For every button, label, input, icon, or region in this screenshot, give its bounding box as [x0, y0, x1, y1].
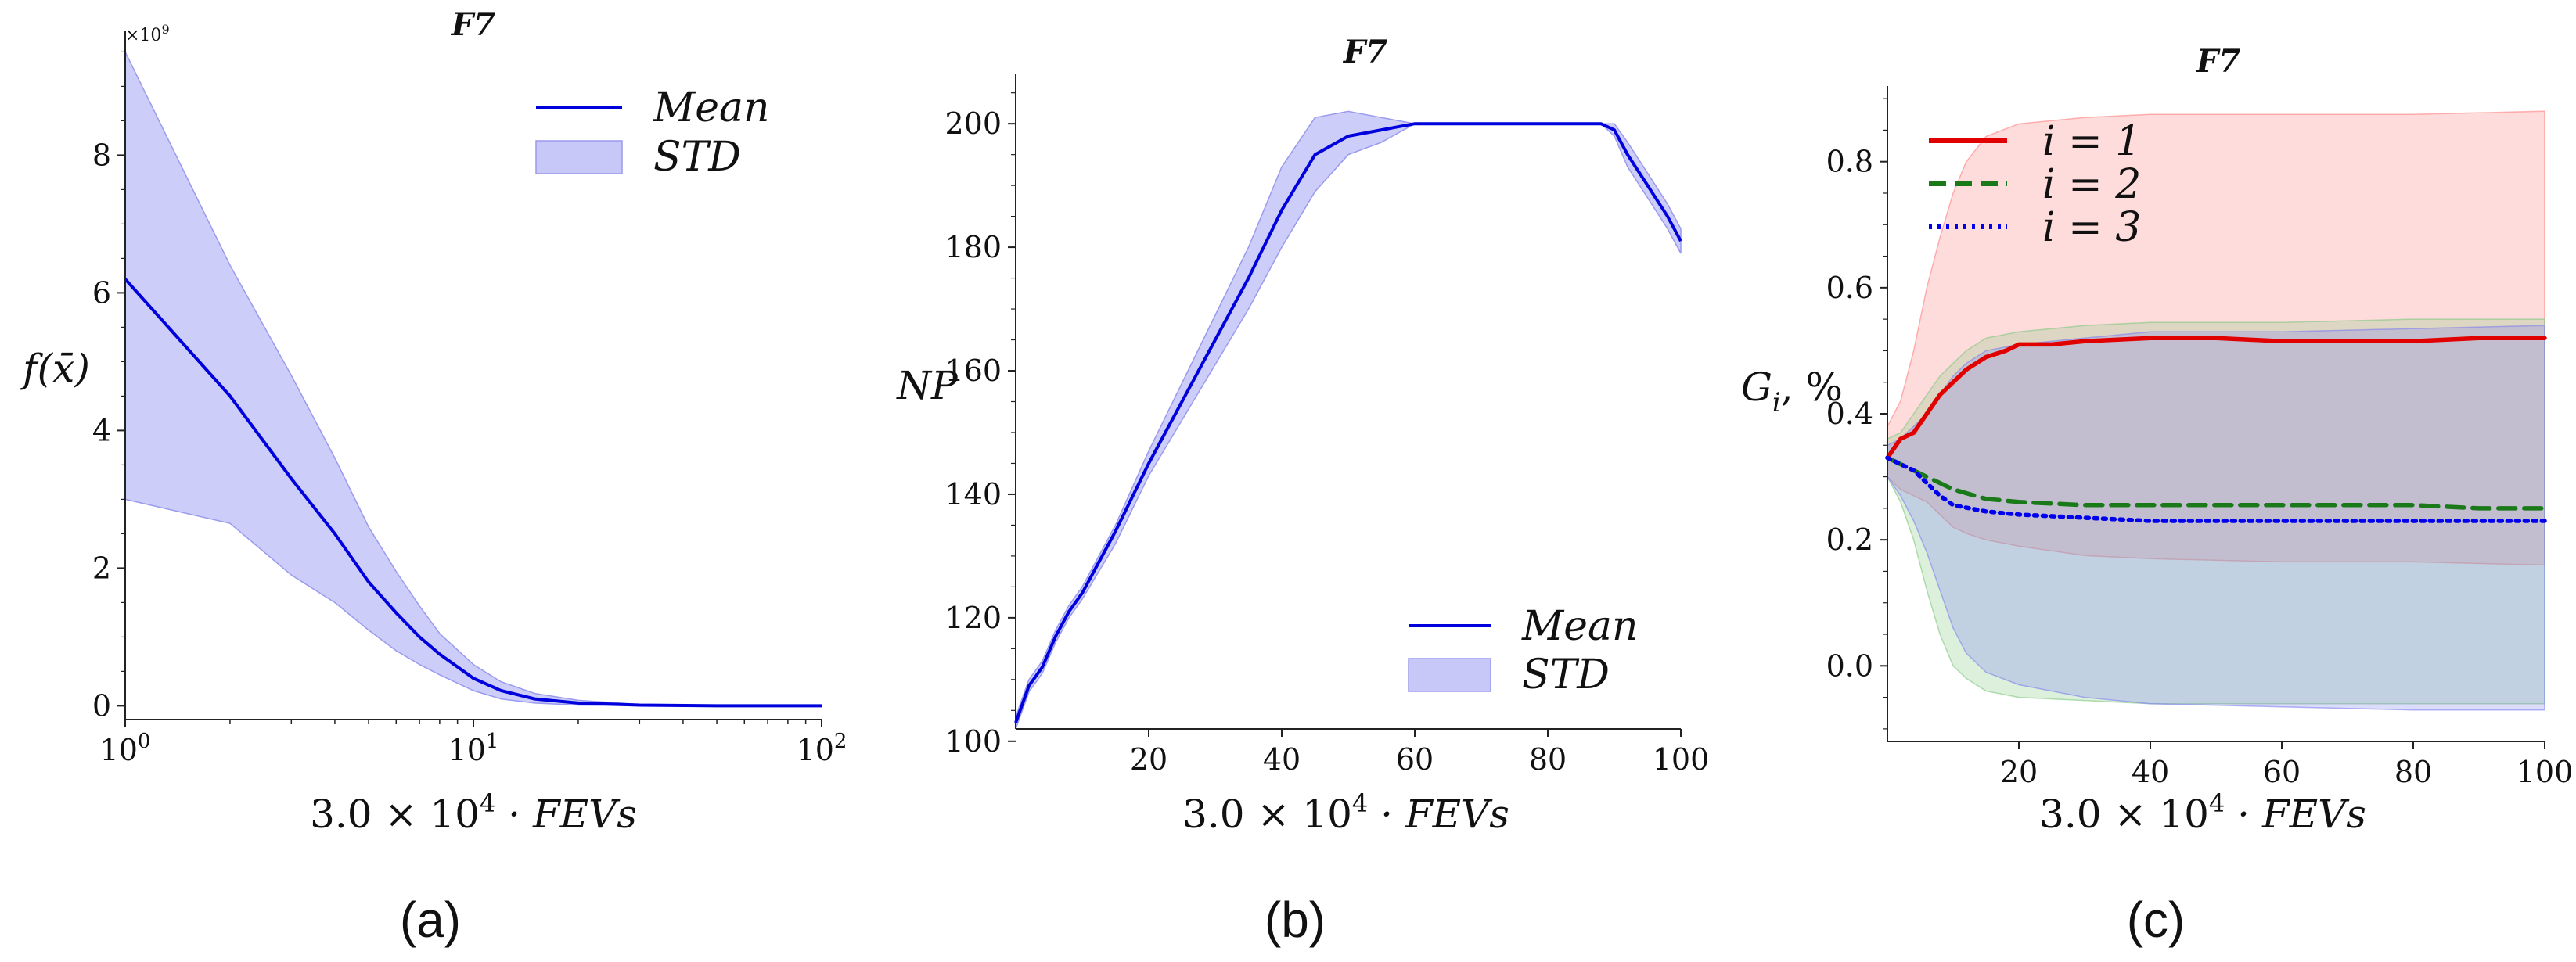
chart-c-y-label: Gi, %	[1741, 364, 1843, 418]
legend-std-swatch	[1408, 658, 1491, 692]
x-tick-label: 101	[448, 730, 499, 767]
panel-label-c: (c)	[2127, 892, 2186, 948]
chart-b-legend: Mean STD	[1408, 603, 1639, 698]
y-tick-label: 4	[92, 413, 111, 447]
chart-a-y-multiplier: ×109	[125, 22, 170, 45]
y-tick-label: 0.8	[1826, 145, 1873, 179]
x-tick-label: 80	[2394, 755, 2432, 789]
y-tick-label: 180	[944, 230, 1002, 264]
panel-label-b: (b)	[1265, 892, 1326, 948]
legend-i2-label: i = 2	[2042, 161, 2141, 208]
legend-mean-label: Mean	[1521, 603, 1639, 650]
y-tick-label: 140	[944, 477, 1002, 512]
chart-c-legend: i = 1 i = 2 i = 3	[1929, 118, 2141, 251]
x-tick-label: 60	[1396, 742, 1434, 777]
x-tick-label: 100	[100, 730, 151, 767]
series-line-3	[1885, 455, 2547, 523]
legend-std-swatch	[535, 140, 623, 174]
x-tick-label: 20	[2000, 755, 2038, 789]
x-tick-label: 102	[797, 730, 847, 767]
y-tick-label: 6	[92, 275, 111, 310]
chart-a-y-label: f(x̄)	[20, 346, 90, 391]
chart-b-title: F7	[1343, 34, 1387, 70]
std-band-3	[1887, 325, 2545, 711]
chart-a: 0 2 4 6 8 100 101 102 F7 ×109 f(x̄) 3.0 × 104 ·…	[20, 6, 847, 948]
chart-c-title: F7	[2196, 43, 2240, 80]
chart-a-x-label: 3.0 × 104 · FEVs	[310, 788, 637, 837]
legend-i3-label: i = 3	[2042, 204, 2141, 251]
y-tick-label: 8	[92, 138, 111, 172]
legend-std-label: STD	[1522, 652, 1610, 698]
legend-std-label: STD	[653, 134, 741, 181]
chart-c-x-label: 3.0 × 104 · FEVs	[2039, 788, 2366, 837]
chart-b: 100 120 140 160 180 200 20 40 60 80 100 F7 NP 3.0 …	[896, 34, 1709, 948]
legend-i1-label: i = 1	[2042, 118, 2141, 165]
y-tick-label: 100	[944, 724, 1002, 759]
y-tick-label: 0.6	[1826, 271, 1873, 305]
chart-a-title: F7	[451, 6, 495, 43]
x-tick-label: 100	[2517, 755, 2574, 789]
y-tick-label: 160	[944, 354, 1002, 388]
y-tick-label: 2	[92, 551, 111, 585]
chart-b-y-label: NP	[896, 363, 959, 408]
y-tick-label: 0	[92, 688, 111, 723]
chart-c: 0.0 0.2 0.4 0.6 0.8 20 40 60 80 100 F7 Gi, % 3.0 …	[1741, 43, 2573, 948]
x-tick-label: 80	[1529, 742, 1567, 777]
y-tick-label: 0.2	[1826, 522, 1873, 557]
panel-label-a: (a)	[400, 892, 461, 948]
x-tick-label: 20	[1130, 742, 1167, 777]
series-line-1	[1885, 336, 2547, 461]
x-tick-label: 60	[2263, 755, 2301, 789]
y-tick-label: 0.0	[1826, 648, 1873, 683]
std-band	[1015, 110, 1682, 730]
y-tick-label: 200	[944, 106, 1002, 141]
chart-b-x-label: 3.0 × 104 · FEVs	[1182, 788, 1509, 837]
mean-line	[124, 278, 822, 708]
x-tick-label: 40	[2132, 755, 2169, 789]
chart-a-legend: Mean STD	[535, 84, 770, 181]
y-tick-label: 0.4	[1826, 397, 1873, 431]
series-line-2	[1885, 455, 2547, 511]
legend-mean-label: Mean	[653, 84, 770, 131]
y-tick-label: 120	[944, 601, 1002, 635]
x-tick-label: 40	[1263, 742, 1301, 777]
mean-line	[1014, 122, 1682, 723]
x-tick-label: 100	[1653, 742, 1710, 777]
